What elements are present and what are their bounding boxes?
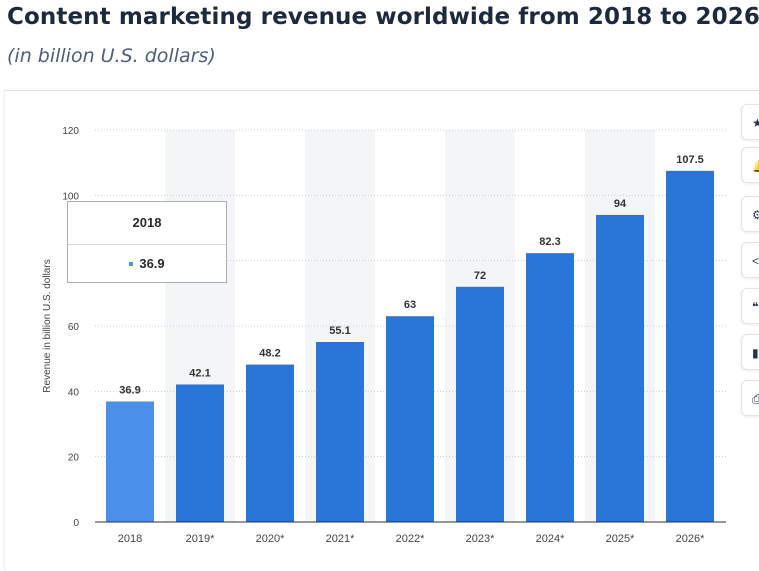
x-axis-ticks: 2018 2019* 2020* 2021* 2022* 2023* 2024* 2025* 2… [118, 533, 705, 545]
bar-value-label: 36.9 [119, 384, 140, 396]
bar[interactable] [316, 342, 364, 522]
y-axis-label: Revenue in billion U.S. dollars [42, 259, 53, 392]
x-tick-label: 2025* [606, 533, 635, 545]
data-labels: 36.9 42.1 48.2 55.1 63 72 82.3 94 107.5 [119, 154, 703, 397]
y-tick-label: 40 [68, 387, 80, 398]
bars [106, 170, 714, 523]
data-tooltip: 2018 36.9 [67, 201, 227, 283]
quote-icon[interactable]: ❝ [741, 288, 759, 324]
y-tick-label: 100 [62, 191, 79, 202]
print-icon[interactable]: ⎙ [741, 380, 759, 416]
chart-subtitle: (in billion U.S. dollars) [7, 45, 216, 67]
bar[interactable] [386, 316, 434, 522]
chart-title: Content marketing revenue worldwide from… [7, 4, 759, 30]
bar-value-label: 82.3 [539, 236, 560, 248]
x-tick-label: 2020* [256, 533, 285, 545]
bell-icon[interactable]: 🔔 [741, 147, 759, 183]
tooltip-value: 36.9 [139, 256, 165, 271]
x-tick-label: 2022* [396, 533, 425, 545]
chart-type-icon[interactable]: ▮ [741, 334, 759, 370]
y-tick-label: 60 [68, 322, 80, 333]
x-tick-label: 2019* [186, 533, 215, 545]
bar[interactable] [106, 401, 154, 522]
x-tick-label: 2024* [536, 533, 565, 545]
bar[interactable] [596, 214, 644, 522]
tooltip-category: 2018 [68, 202, 226, 245]
y-tick-label: 0 [73, 518, 79, 529]
bar-value-label: 63 [404, 299, 416, 311]
star-icon[interactable]: ★ [741, 104, 759, 140]
bar[interactable] [176, 384, 224, 522]
bar[interactable] [526, 253, 574, 523]
bar[interactable] [666, 170, 714, 523]
x-tick-label: 2021* [326, 533, 355, 545]
bar-value-label: 72 [474, 270, 486, 282]
bar-value-label: 55.1 [329, 325, 350, 337]
bar-value-label: 42.1 [189, 367, 210, 379]
gear-icon[interactable]: ⚙ [741, 196, 759, 232]
y-tick-label: 20 [68, 453, 80, 464]
bar[interactable] [456, 286, 504, 522]
bar[interactable] [246, 364, 294, 522]
share-icon[interactable]: < [741, 242, 759, 278]
bar-value-label: 107.5 [676, 154, 704, 166]
y-axis-ticks: 020406080100120 [62, 126, 79, 529]
y-tick-label: 120 [62, 126, 79, 137]
tooltip-row: 36.9 [68, 245, 226, 283]
bar-value-label: 94 [614, 198, 627, 210]
tooltip-series-marker [129, 261, 134, 266]
x-tick-label: 2023* [466, 533, 495, 545]
bar-value-label: 48.2 [259, 348, 280, 360]
x-tick-label: 2018 [118, 533, 142, 545]
x-tick-label: 2026* [676, 533, 705, 545]
